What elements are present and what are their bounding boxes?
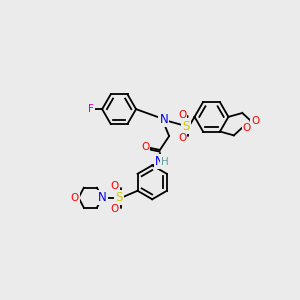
Text: N: N [98, 191, 106, 204]
Text: N: N [155, 155, 164, 168]
Text: O: O [110, 181, 118, 191]
Text: O: O [110, 204, 118, 214]
Text: O: O [178, 133, 186, 142]
Text: H: H [161, 157, 169, 166]
Text: O: O [141, 142, 149, 152]
Text: O: O [251, 116, 260, 126]
Text: O: O [243, 123, 251, 133]
Text: S: S [116, 191, 123, 204]
Text: O: O [178, 110, 186, 119]
Text: O: O [70, 193, 79, 203]
Text: S: S [182, 120, 190, 133]
Text: F: F [88, 104, 94, 114]
Text: N: N [159, 113, 168, 126]
